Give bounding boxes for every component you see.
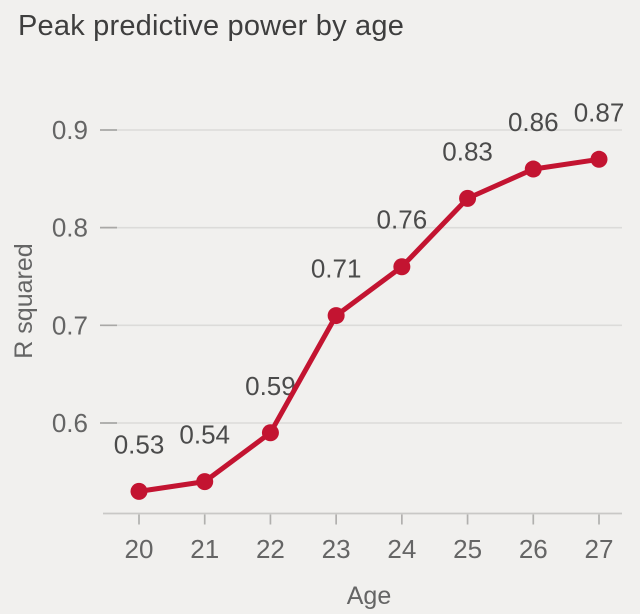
y-tick-label: 0.9 <box>52 115 88 145</box>
x-tick-label: 21 <box>190 534 219 564</box>
chart-title: Peak predictive power by age <box>18 10 405 42</box>
data-point-label: 0.86 <box>508 107 559 137</box>
data-point <box>393 258 411 276</box>
data-point <box>196 473 214 491</box>
x-tick-label: 24 <box>387 534 416 564</box>
data-point-label: 0.71 <box>311 254 362 284</box>
data-point <box>459 189 477 207</box>
data-line <box>136 156 602 494</box>
data-point <box>261 424 279 442</box>
y-tick-label: 0.7 <box>52 310 88 340</box>
data-point-label: 0.59 <box>245 371 296 401</box>
data-point-label: 0.54 <box>179 420 230 450</box>
data-point <box>130 482 148 500</box>
y-tick-label: 0.6 <box>52 408 88 438</box>
x-axis-title: Age <box>346 582 392 610</box>
y-axis-title: R squared <box>10 243 38 359</box>
y-tick-label: 0.8 <box>52 213 88 243</box>
data-point-label: 0.83 <box>442 136 493 166</box>
x-tick-label: 25 <box>453 534 482 564</box>
data-point <box>327 307 345 325</box>
x-tick-label: 23 <box>322 534 351 564</box>
x-tick-label: 20 <box>125 534 154 564</box>
x-tick-label: 22 <box>256 534 285 564</box>
x-tick-label: 26 <box>519 534 548 564</box>
data-point-label: 0.53 <box>114 429 165 459</box>
data-point-label: 0.76 <box>377 205 428 235</box>
data-point-label: 0.87 <box>574 97 625 127</box>
data-point <box>524 160 542 178</box>
x-tick-label: 27 <box>585 534 614 564</box>
data-point <box>590 150 608 168</box>
